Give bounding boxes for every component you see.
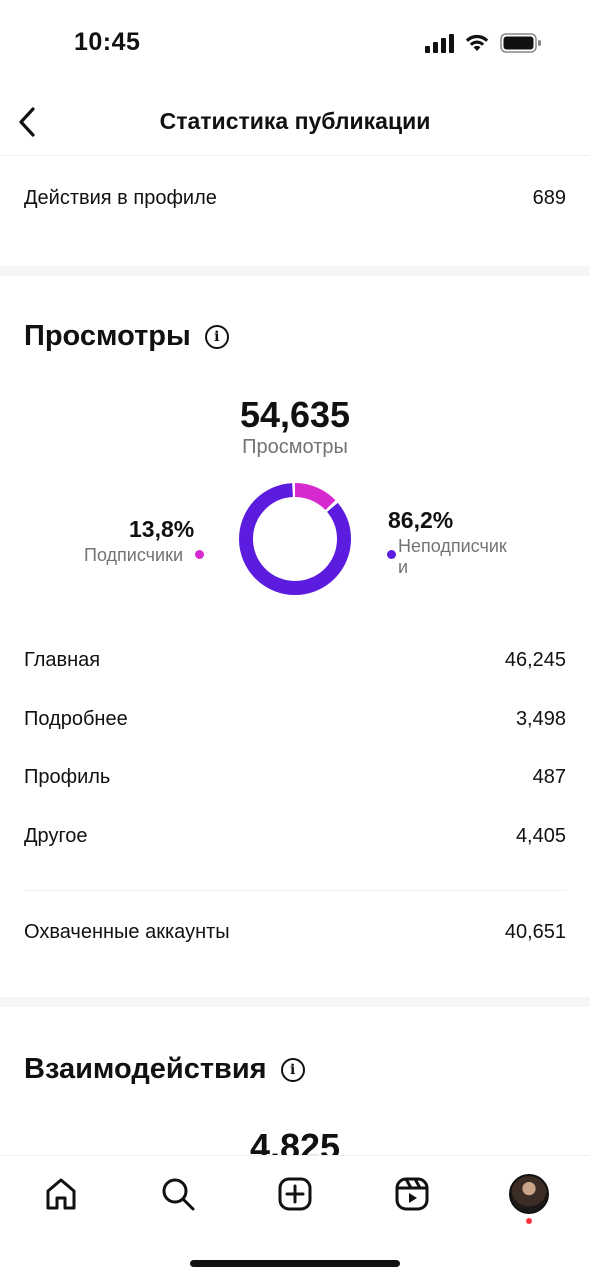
non-followers-percent: 86,2% [388, 507, 454, 533]
wifi-icon [464, 33, 490, 53]
profile-actions-value: 689 [532, 187, 566, 209]
source-row-profile[interactable]: Профиль 487 [24, 766, 566, 789]
source-row-other[interactable]: Другое 4,405 [24, 825, 566, 848]
accounts-reached-value: 40,651 [504, 921, 566, 943]
accounts-reached-label: Охваченные аккаунты [24, 921, 230, 943]
search-icon [162, 1178, 195, 1211]
source-label: Другое [24, 825, 88, 847]
source-value: 487 [532, 766, 566, 788]
chevron-left-icon [19, 107, 35, 137]
source-value: 46,245 [504, 649, 566, 671]
source-label: Профиль [24, 766, 111, 788]
interactions-section-title: Взаимодействия i [24, 1053, 305, 1086]
status-time: 10:45 [74, 28, 141, 56]
info-icon[interactable]: i [280, 1057, 305, 1082]
create-icon [278, 1177, 312, 1211]
non-followers-label-line1: Неподписчик [398, 536, 507, 556]
source-label: Главная [24, 649, 101, 671]
tab-reels[interactable] [392, 1174, 432, 1214]
followers-label: Подписчики [84, 545, 184, 565]
info-icon[interactable]: i [204, 324, 229, 349]
home-icon [46, 1178, 76, 1210]
source-row-explore[interactable]: Подробнее 3,498 [24, 708, 566, 731]
tab-search[interactable] [158, 1174, 198, 1214]
views-donut-chart [239, 483, 351, 595]
accounts-reached-row[interactable]: Охваченные аккаунты 40,651 [24, 921, 566, 944]
non-followers-legend-dot [387, 550, 396, 559]
tab-create[interactable] [275, 1174, 315, 1214]
interactions-title-text: Взаимодействия [24, 1053, 267, 1085]
page-title: Статистика публикации [159, 108, 431, 134]
notification-dot [526, 1218, 532, 1224]
status-icons [425, 32, 542, 54]
section-separator [0, 266, 590, 276]
source-row-home[interactable]: Главная 46,245 [24, 649, 566, 672]
back-button[interactable] [10, 102, 44, 142]
status-bar: 10:45 [0, 0, 590, 88]
section-separator [0, 997, 590, 1007]
followers-segment [239, 483, 351, 595]
profile-actions-row[interactable]: Действия в профиле 689 [24, 187, 566, 210]
divider [24, 890, 566, 891]
followers-legend-dot [195, 550, 204, 559]
home-indicator [190, 1260, 400, 1267]
views-title-text: Просмотры [24, 320, 191, 352]
cellular-signal-icon [425, 33, 454, 53]
profile-avatar [509, 1174, 549, 1214]
battery-icon [500, 32, 542, 54]
source-value: 3,498 [515, 708, 566, 730]
top-navigation-bar: Статистика публикации [0, 88, 590, 156]
source-value: 4,405 [515, 825, 566, 847]
tab-profile[interactable] [509, 1174, 549, 1214]
followers-percent: 13,8% [129, 516, 195, 542]
views-total: 54,635 [239, 394, 351, 435]
source-label: Подробнее [24, 708, 128, 730]
tab-home[interactable] [41, 1174, 81, 1214]
reels-icon [395, 1177, 429, 1211]
views-total-label: Просмотры [242, 436, 348, 458]
non-followers-label-line2: и [398, 557, 409, 577]
non-followers-segment [239, 483, 351, 595]
bottom-tab-bar [0, 1155, 590, 1280]
views-section-title: Просмотры i [24, 320, 229, 353]
profile-actions-label: Действия в профиле [24, 187, 217, 209]
